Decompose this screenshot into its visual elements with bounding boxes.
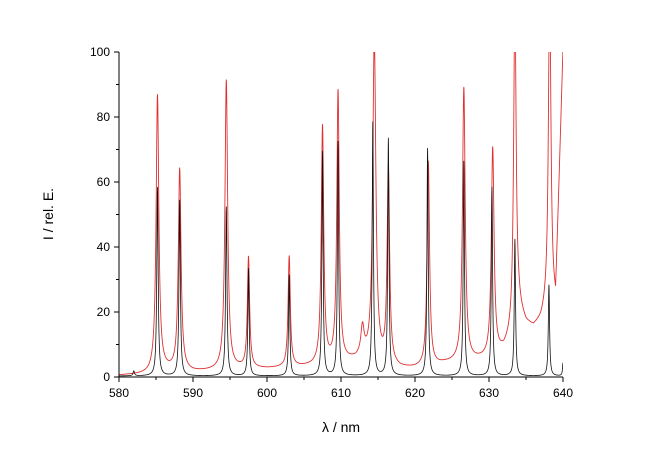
y-tick-label: 20 xyxy=(97,305,111,319)
x-tick-label: 610 xyxy=(331,386,351,400)
axes-layer xyxy=(118,52,563,378)
series-line-0 xyxy=(119,52,563,376)
x-tick-label: 620 xyxy=(405,386,425,400)
x-axis-title: λ / nm xyxy=(322,419,360,435)
series-line-1 xyxy=(119,121,563,377)
y-axis-title: I / rel. E. xyxy=(40,188,56,240)
x-tick-label: 580 xyxy=(109,386,129,400)
y-tick-label: 0 xyxy=(103,370,110,384)
x-tick-label: 600 xyxy=(257,386,277,400)
x-tick-label: 590 xyxy=(183,386,203,400)
x-tick-label: 630 xyxy=(479,386,499,400)
ticks-layer: 580 590 600 610 620 630 640 0 20 40 60 80 100 xyxy=(90,45,573,400)
x-tick-label: 640 xyxy=(553,386,573,400)
y-tick-label: 60 xyxy=(97,175,111,189)
y-tick-label: 80 xyxy=(97,110,111,124)
y-tick-label: 100 xyxy=(90,45,110,59)
series-layer xyxy=(119,52,563,377)
y-tick-label: 40 xyxy=(97,240,111,254)
